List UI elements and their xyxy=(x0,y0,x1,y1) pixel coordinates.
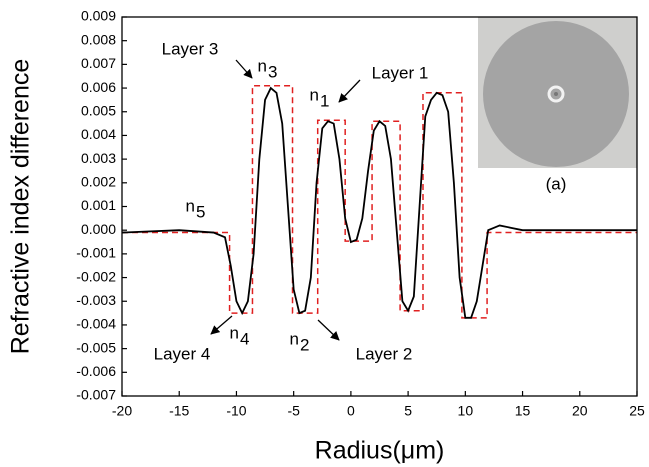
annotation: (a) xyxy=(546,174,567,193)
arrow xyxy=(235,59,253,79)
plot-area xyxy=(121,84,637,319)
y-tick-label: 0.007 xyxy=(81,55,116,71)
y-tick-label: 0.004 xyxy=(81,126,116,142)
fiber-core xyxy=(547,85,565,103)
x-axis-label: Radius(μm) xyxy=(315,437,445,465)
y-tick-label: 0.005 xyxy=(81,102,116,118)
annotation: Layer 1 xyxy=(372,63,429,82)
y-tick-label: 0.008 xyxy=(81,31,116,47)
y-tick-label: -0.004 xyxy=(76,316,116,332)
arrow xyxy=(210,315,233,335)
y-tick-label: -0.005 xyxy=(76,339,116,355)
annotation-subscript: 3 xyxy=(268,62,277,81)
y-tick-label: 0.006 xyxy=(81,79,116,95)
y-tick-label: 0.009 xyxy=(81,8,116,24)
x-tick-label: 0 xyxy=(347,403,355,419)
x-tick-label: -15 xyxy=(169,403,189,419)
y-tick-label: 0.003 xyxy=(81,150,116,166)
x-tick-label: 20 xyxy=(572,403,588,419)
x-tick-label: -10 xyxy=(226,403,246,419)
annotation: n xyxy=(310,85,319,104)
y-tick-label: -0.001 xyxy=(76,245,116,261)
y-tick-label: -0.006 xyxy=(76,363,116,379)
annotation-subscript: 5 xyxy=(196,202,205,221)
annotation: n xyxy=(258,56,267,75)
y-tick-label: -0.007 xyxy=(76,387,116,403)
x-tick-label: 25 xyxy=(629,403,645,419)
annotation-subscript: 2 xyxy=(300,335,309,354)
arrow xyxy=(338,79,361,103)
x-tick-label: -20 xyxy=(112,403,132,419)
y-axis-label: Refractive index difference xyxy=(7,59,35,355)
annotation: Layer 4 xyxy=(154,344,211,363)
y-tick-label: 0.000 xyxy=(81,221,116,237)
y-tick-label: -0.002 xyxy=(76,268,116,284)
annotation: n xyxy=(230,323,239,342)
annotation: n xyxy=(186,196,195,215)
y-tick-label: 0.002 xyxy=(81,174,116,190)
x-tick-label: -5 xyxy=(287,403,300,419)
arrow xyxy=(317,319,340,341)
annotation: Layer 2 xyxy=(356,344,413,363)
annotation-subscript: 4 xyxy=(240,329,249,348)
arrows xyxy=(210,59,361,341)
measured-profile xyxy=(121,86,637,319)
step-profile xyxy=(122,84,637,319)
annotation: n xyxy=(290,329,299,348)
x-tick-label: 5 xyxy=(404,403,412,419)
x-tick-label: 10 xyxy=(458,403,474,419)
inset-photo xyxy=(478,17,637,168)
x-tick-label: 15 xyxy=(515,403,531,419)
y-tick-label: 0.001 xyxy=(81,197,116,213)
fiber-center xyxy=(554,92,558,96)
y-tick-label: -0.003 xyxy=(76,292,116,308)
annotation: Layer 3 xyxy=(162,39,219,58)
annotation-subscript: 1 xyxy=(320,91,329,110)
